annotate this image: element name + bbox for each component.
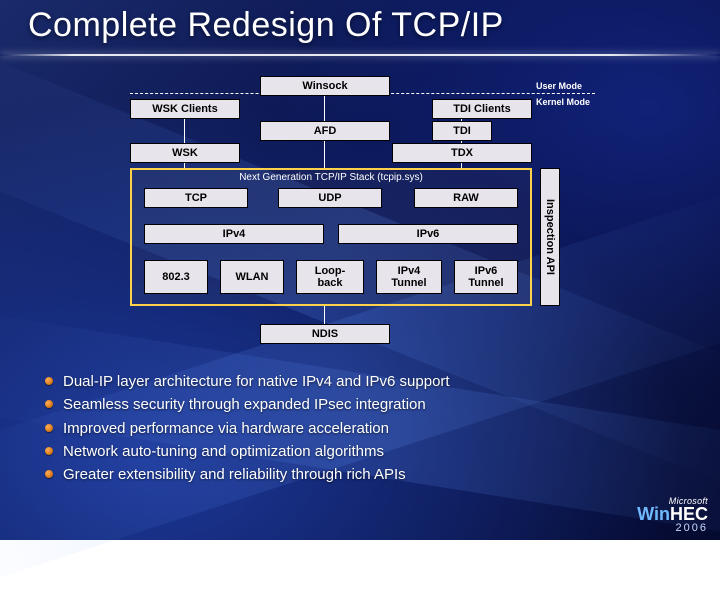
wsk-clients-box: WSK Clients (130, 99, 240, 119)
conn (324, 306, 325, 324)
conn (461, 163, 462, 168)
conn (324, 96, 325, 121)
tdi-clients-box: TDI Clients (432, 99, 532, 119)
inspection-api-box: Inspection API (540, 168, 560, 306)
conn (184, 163, 185, 168)
ipv6-tunnel-box: IPv6 Tunnel (454, 260, 518, 294)
wlan-box: WLAN (220, 260, 284, 294)
conn (461, 119, 462, 121)
ipv4-box: IPv4 (144, 224, 324, 244)
bullet-item: Seamless security through expanded IPsec… (45, 393, 685, 416)
conn (184, 119, 185, 143)
bullet-list: Dual-IP layer architecture for native IP… (45, 370, 685, 486)
raw-box: RAW (414, 188, 518, 208)
user-mode-label: User Mode (536, 81, 582, 91)
logo-brand: WinHEC (637, 506, 708, 522)
kernel-mode-label: Kernel Mode (536, 97, 590, 107)
ipv4-tunnel-box: IPv4 Tunnel (376, 260, 442, 294)
title-underline (0, 54, 720, 56)
bullet-item: Greater extensibility and reliability th… (45, 463, 685, 486)
wsk-box: WSK (130, 143, 240, 163)
logo: Microsoft WinHEC 2006 (637, 496, 708, 534)
bullet-item: Improved performance via hardware accele… (45, 417, 685, 440)
tdx-box: TDX (392, 143, 532, 163)
slide-title: Complete Redesign Of TCP/IP (28, 6, 504, 45)
bullet-item: Dual-IP layer architecture for native IP… (45, 370, 685, 393)
ndis-box: NDIS (260, 324, 390, 344)
tcpip-stack-title: Next Generation TCP/IP Stack (tcpip.sys) (130, 172, 532, 183)
tdi-box: TDI (432, 121, 492, 141)
tcp-box: TCP (144, 188, 248, 208)
8023-box: 802.3 (144, 260, 208, 294)
afd-box: AFD (260, 121, 390, 141)
bullet-item: Network auto-tuning and optimization alg… (45, 440, 685, 463)
conn (461, 141, 462, 143)
loopback-box: Loop- back (296, 260, 364, 294)
winsock-box: Winsock (260, 76, 390, 96)
conn (324, 141, 325, 168)
ipv6-box: IPv6 (338, 224, 518, 244)
udp-box: UDP (278, 188, 382, 208)
